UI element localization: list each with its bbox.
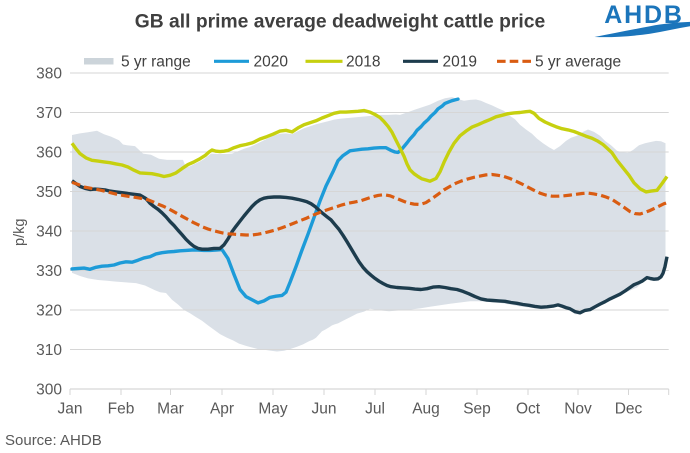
svg-text:2018: 2018 [346, 54, 380, 71]
svg-text:300: 300 [36, 382, 62, 399]
svg-text:370: 370 [36, 105, 62, 122]
svg-text:2020: 2020 [254, 54, 289, 71]
svg-text:Feb: Feb [108, 400, 135, 417]
svg-text:Nov: Nov [564, 400, 592, 417]
svg-text:Aug: Aug [412, 400, 440, 417]
svg-text:Mar: Mar [157, 400, 184, 417]
svg-text:330: 330 [36, 263, 62, 280]
svg-text:Jan: Jan [58, 400, 83, 417]
svg-text:340: 340 [36, 224, 62, 241]
svg-text:Source: AHDB: Source: AHDB [5, 432, 102, 449]
svg-text:5 yr range: 5 yr range [121, 54, 191, 71]
svg-text:2019: 2019 [443, 54, 477, 71]
svg-text:p/kg: p/kg [12, 219, 28, 246]
svg-text:Jul: Jul [365, 400, 385, 417]
svg-text:May: May [258, 400, 288, 417]
svg-text:Dec: Dec [615, 400, 643, 417]
svg-text:Apr: Apr [210, 400, 234, 417]
svg-text:310: 310 [36, 342, 62, 359]
svg-text:GB all prime average deadweigh: GB all prime average deadweight cattle p… [135, 12, 546, 33]
svg-text:Jun: Jun [312, 400, 337, 417]
svg-text:Sep: Sep [463, 400, 491, 417]
svg-text:380: 380 [36, 66, 62, 83]
svg-text:360: 360 [36, 145, 62, 162]
svg-text:Oct: Oct [516, 400, 541, 417]
svg-text:320: 320 [36, 303, 62, 320]
svg-text:350: 350 [36, 184, 62, 201]
svg-text:5 yr average: 5 yr average [535, 54, 621, 71]
